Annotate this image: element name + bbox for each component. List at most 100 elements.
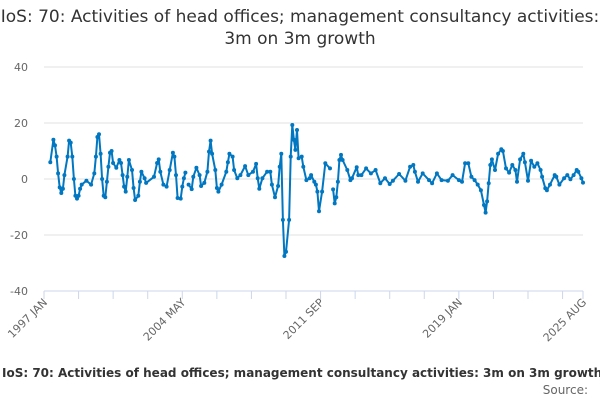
data-point <box>137 179 142 184</box>
data-point <box>189 187 194 192</box>
data-point <box>255 176 260 181</box>
data-point <box>155 161 160 165</box>
x-tick-label: 2025 AUG <box>541 296 590 345</box>
data-point <box>117 158 122 162</box>
data-point <box>142 176 147 181</box>
data-point <box>350 176 354 181</box>
data-point <box>51 137 56 142</box>
data-point <box>354 165 359 170</box>
data-point <box>571 173 576 178</box>
data-point <box>416 179 420 184</box>
y-tick-label: 0 <box>21 173 28 186</box>
data-point <box>210 151 215 156</box>
x-tick-label: 2004 MAY <box>141 296 189 344</box>
data-point <box>170 150 175 155</box>
data-point <box>84 178 89 183</box>
data-point <box>71 177 76 181</box>
data-point <box>364 166 369 171</box>
data-point <box>156 157 161 162</box>
data-point <box>434 171 439 176</box>
data-point <box>254 161 259 166</box>
data-point <box>420 171 425 176</box>
data-point <box>445 178 450 183</box>
data-point <box>136 193 141 198</box>
data-point <box>269 182 274 187</box>
data-point <box>207 149 211 154</box>
data-point <box>340 158 345 162</box>
x-tick-label: 2019 JAN <box>420 296 465 341</box>
data-point <box>408 164 413 169</box>
data-point <box>315 189 320 194</box>
data-point <box>181 176 186 181</box>
x-tick-label: 1997 JAN <box>5 296 50 341</box>
data-point <box>287 217 292 222</box>
data-point <box>368 171 373 176</box>
data-point <box>122 184 127 189</box>
data-point <box>186 182 191 187</box>
data-point <box>581 180 585 185</box>
data-point <box>332 201 337 206</box>
source-label: Source: <box>542 383 588 397</box>
data-point <box>260 176 265 181</box>
data-point <box>131 186 136 190</box>
data-point <box>139 169 144 174</box>
data-point <box>60 186 65 191</box>
data-point <box>265 169 270 174</box>
data-point <box>469 174 474 179</box>
data-point <box>279 151 284 156</box>
data-point <box>70 154 75 159</box>
data-point <box>456 178 461 183</box>
data-point <box>172 154 177 159</box>
data-point <box>59 191 64 195</box>
data-point <box>199 184 204 188</box>
data-point <box>323 161 328 166</box>
data-point <box>309 173 314 178</box>
chart-caption: IoS: 70: Activities of head offices; man… <box>2 366 600 380</box>
data-point <box>103 195 108 200</box>
data-point <box>293 147 298 152</box>
data-point <box>202 180 207 185</box>
data-point <box>235 176 240 181</box>
data-point <box>100 177 105 181</box>
data-point <box>548 182 552 187</box>
data-point <box>526 178 530 183</box>
data-point <box>485 199 490 204</box>
data-point <box>76 193 81 198</box>
data-point <box>482 203 486 207</box>
data-point <box>489 157 494 162</box>
data-point <box>224 169 229 174</box>
data-point <box>522 160 527 165</box>
data-point <box>488 163 493 167</box>
data-point <box>214 186 219 190</box>
data-point <box>158 169 163 174</box>
data-point <box>513 168 518 172</box>
data-point <box>337 158 342 162</box>
data-point <box>232 168 237 172</box>
data-point <box>65 154 70 159</box>
y-tick-label: -20 <box>10 229 28 242</box>
data-point <box>317 209 321 214</box>
y-tick-label: -40 <box>10 285 28 298</box>
data-point <box>335 179 340 184</box>
data-point <box>276 184 281 188</box>
data-point <box>486 181 491 186</box>
data-point <box>183 170 188 175</box>
data-point <box>450 173 455 178</box>
data-point <box>554 174 559 179</box>
data-point <box>538 168 543 172</box>
data-point <box>359 173 364 178</box>
data-point <box>500 149 505 153</box>
data-point <box>475 182 480 187</box>
data-point <box>111 161 116 165</box>
data-point <box>119 161 123 165</box>
data-point <box>304 178 309 183</box>
data-point <box>521 151 526 156</box>
data-point <box>412 169 417 174</box>
data-point <box>62 173 67 178</box>
data-point <box>496 151 501 156</box>
data-point <box>507 170 512 175</box>
data-point <box>296 156 301 161</box>
data-point <box>339 152 343 157</box>
data-point <box>133 198 138 202</box>
data-point <box>251 169 255 174</box>
